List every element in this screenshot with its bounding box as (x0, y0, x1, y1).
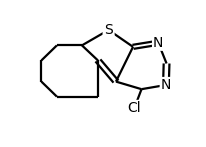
Text: Cl: Cl (128, 101, 141, 115)
Text: N: N (161, 78, 171, 92)
Text: S: S (104, 23, 113, 37)
Text: N: N (153, 36, 163, 50)
